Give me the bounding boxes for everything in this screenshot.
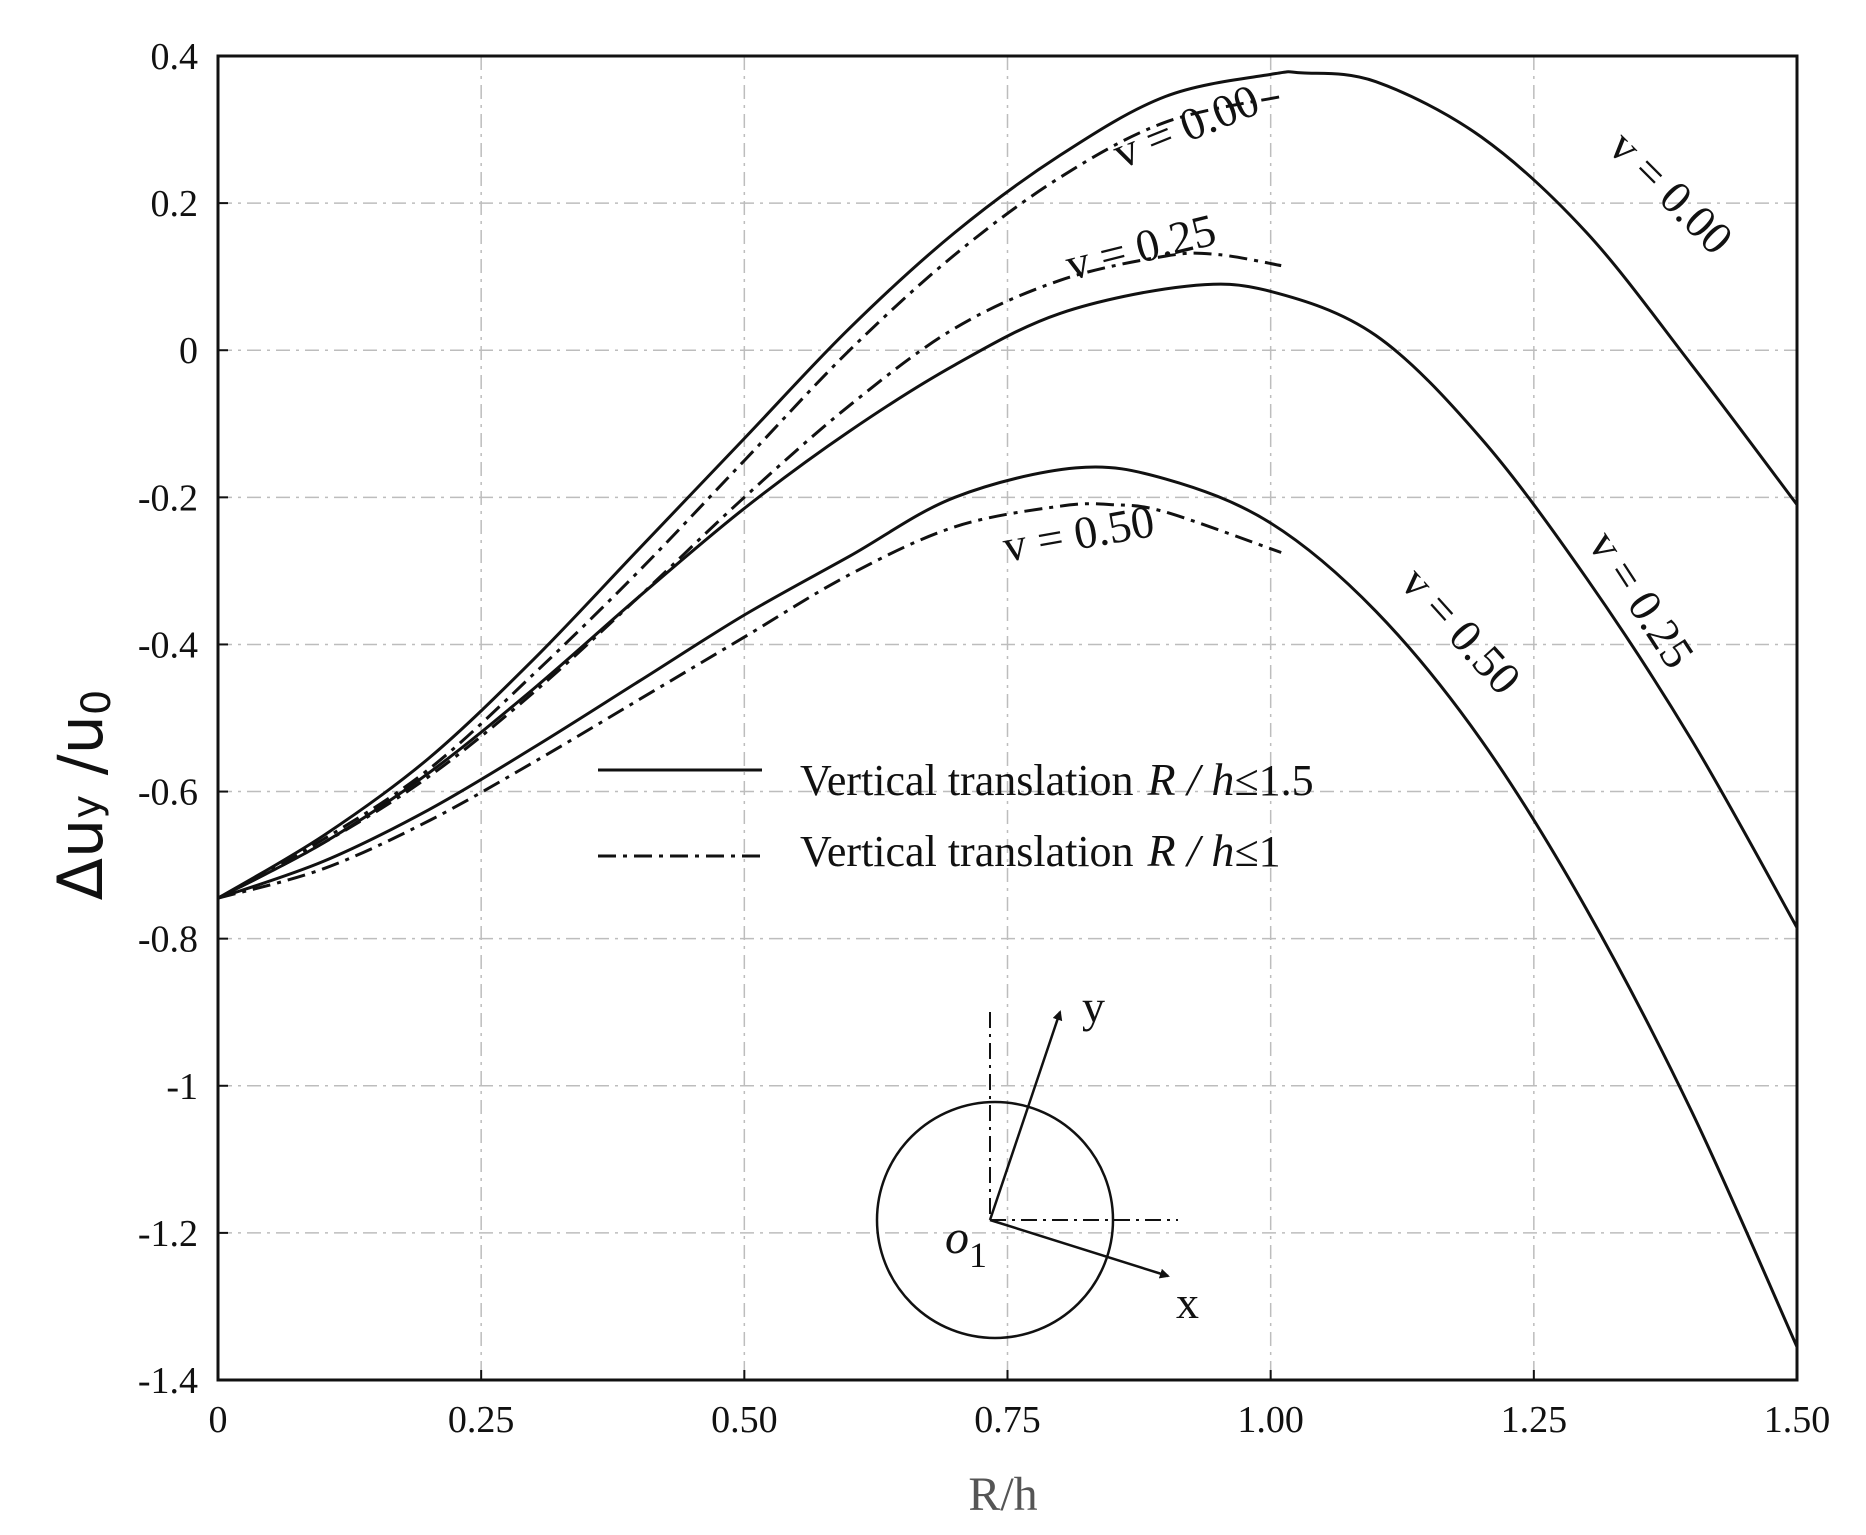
x-tick-label-1: 0.25 bbox=[448, 1399, 515, 1441]
curve-label-4: v = 0.25 bbox=[1579, 521, 1705, 677]
y-ticks: 0.4 0.2 0 -0.2 -0.4 -0.6 -0.8 -1 -1.2 -1.4 bbox=[138, 36, 228, 1402]
legend-entry-dashdot-rel: ≤1 bbox=[1234, 827, 1280, 876]
x-tick-label-2: 0.50 bbox=[711, 1399, 778, 1441]
legend-entry-dashdot: Vertical translation R / h≤1 bbox=[800, 825, 1281, 876]
legend-entry-solid-text: Vertical translation bbox=[800, 756, 1134, 805]
y-tick-label-8: -1.2 bbox=[138, 1213, 198, 1255]
legend-entry-solid-rel: ≤1.5 bbox=[1234, 756, 1313, 805]
x-tick-label-5: 1.25 bbox=[1501, 1399, 1568, 1441]
inset-y-arrow bbox=[988, 1010, 1063, 1221]
curve-label-3: v = 0.00 bbox=[1599, 120, 1743, 264]
series-line-solid-1 bbox=[217, 282, 1799, 929]
y-tick-label-1: 0.2 bbox=[151, 183, 199, 225]
y-tick-label-2: 0 bbox=[179, 330, 198, 372]
inset-circle bbox=[875, 1100, 1115, 1340]
y-tick-label-9: -1.4 bbox=[138, 1360, 198, 1402]
x-tick-label-4: 1.00 bbox=[1237, 1399, 1304, 1441]
y-tick-label-5: -0.6 bbox=[138, 772, 198, 814]
y-tick-label-4: -0.4 bbox=[138, 624, 198, 666]
inset-origin-label: o1 bbox=[945, 1211, 987, 1275]
series-line-solid-0 bbox=[217, 70, 1799, 900]
x-ticks: 0 0.25 0.50 0.75 1.00 1.25 1.50 bbox=[209, 1370, 1831, 1441]
legend-entry-dashdot-var: R / h bbox=[1147, 825, 1235, 876]
curve-label-2: v = 0.50 bbox=[999, 495, 1158, 572]
x-tick-label-6: 1.50 bbox=[1764, 1399, 1831, 1441]
y-axis-label-sub2: 0 bbox=[74, 690, 120, 715]
legend-entry-dashdot-text: Vertical translation bbox=[800, 827, 1134, 876]
x-axis-label: R/h bbox=[968, 1468, 1037, 1521]
y-tick-label-6: -0.8 bbox=[138, 919, 198, 961]
inset-diagram: y x o1 bbox=[875, 981, 1199, 1340]
series-line-dashdot-4 bbox=[217, 251, 1282, 900]
curve-label-5: v = 0.50 bbox=[1391, 557, 1531, 704]
y-axis-label: Δuy /u0 bbox=[44, 690, 120, 901]
grid bbox=[218, 56, 1797, 1380]
plot-frame bbox=[216, 54, 1799, 1382]
y-tick-label-3: -0.2 bbox=[138, 477, 198, 519]
series-group bbox=[217, 70, 1799, 1348]
series-line-dashdot-5 bbox=[217, 502, 1282, 900]
x-tick-label-3: 0.75 bbox=[974, 1399, 1041, 1441]
curve-labels: v = 0.00v = 0.25v = 0.50v = 0.00v = 0.25… bbox=[999, 74, 1743, 704]
x-tick-label-0: 0 bbox=[209, 1399, 228, 1441]
y-axis-label-mid: /u bbox=[44, 715, 117, 795]
inset-origin-sub: 1 bbox=[969, 1235, 987, 1275]
series-line-solid-2 bbox=[217, 465, 1799, 1348]
series-line-dashdot-3 bbox=[217, 95, 1282, 900]
inset-y-label: y bbox=[1082, 981, 1105, 1032]
inset-x-arrow bbox=[989, 1218, 1170, 1279]
legend: Vertical translation R / h≤1.5 Vertical t… bbox=[598, 754, 1314, 876]
legend-entry-solid-var: R / h bbox=[1147, 754, 1235, 805]
y-axis-label-sub: y bbox=[64, 795, 110, 819]
inset-origin-symbol: o bbox=[945, 1211, 969, 1264]
legend-entry-solid: Vertical translation R / h≤1.5 bbox=[800, 754, 1314, 805]
y-tick-label-7: -1 bbox=[166, 1066, 198, 1108]
y-tick-label-0: 0.4 bbox=[151, 36, 199, 78]
curve-label-1: v = 0.25 bbox=[1060, 204, 1220, 290]
inset-x-label: x bbox=[1176, 1277, 1199, 1328]
y-axis-label-symbol: Δu bbox=[44, 819, 117, 901]
